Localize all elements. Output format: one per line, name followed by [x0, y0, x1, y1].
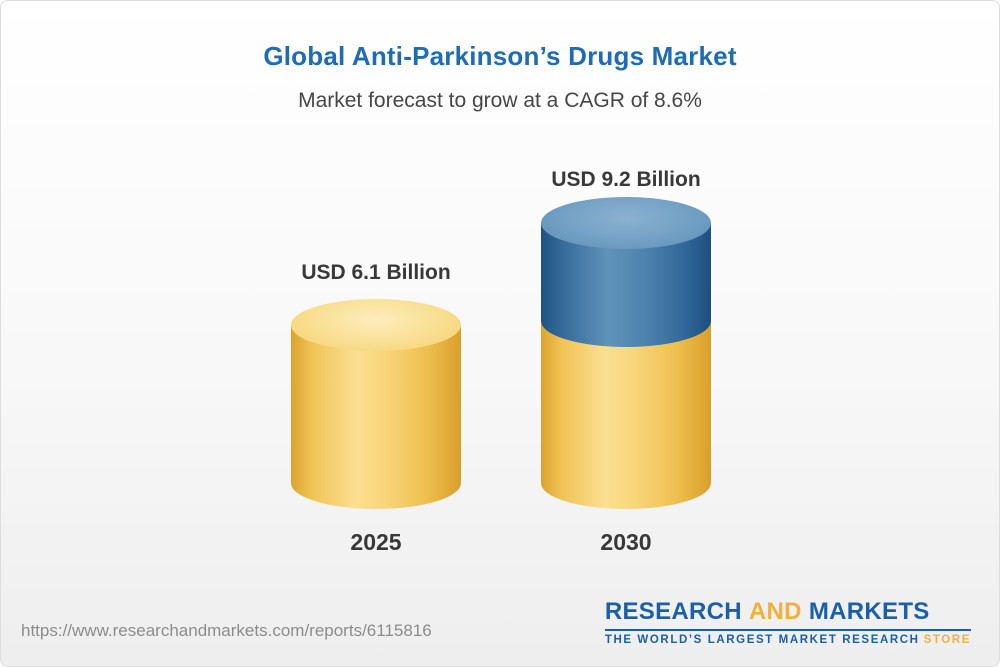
logo-tagline-store: STORE [923, 634, 971, 646]
bar-2025-body [291, 325, 461, 509]
bar-2030 [541, 197, 711, 509]
logo-word-research: RESEARCH [604, 598, 742, 625]
page-title: Global Anti-Parkinson’s Drugs Market [263, 41, 737, 71]
research-and-markets-logo: RESEARCH AND MARKETS THE WORLD’S LARGEST M… [604, 598, 971, 646]
axis-label-2025: 2025 [350, 529, 402, 555]
value-label-2030: USD 9.2 Billion [551, 168, 701, 191]
bar-2030-base-segment [541, 321, 711, 509]
page-subtitle: Market forecast to grow at a CAGR of 8.6… [298, 89, 702, 112]
logo-divider-rule [604, 629, 971, 631]
logo-tagline-main: THE WORLD’S LARGEST MARKET RESEARCH [604, 634, 920, 646]
bar-2025-top-face [291, 299, 461, 351]
bar-2025 [291, 299, 461, 509]
value-label-2025: USD 6.1 Billion [301, 261, 451, 284]
axis-label-2030: 2030 [600, 529, 652, 555]
logo-tagline: THE WORLD’S LARGEST MARKET RESEARCH STORE [605, 634, 971, 646]
source-url-text: https://www.researchandmarkets.com/repor… [21, 621, 432, 640]
logo-word-markets: MARKETS [808, 598, 930, 625]
bar-2030-top-face [541, 197, 711, 249]
logo-wordmark: RESEARCH AND MARKETS [605, 598, 971, 626]
logo-word-and: AND [748, 598, 802, 625]
